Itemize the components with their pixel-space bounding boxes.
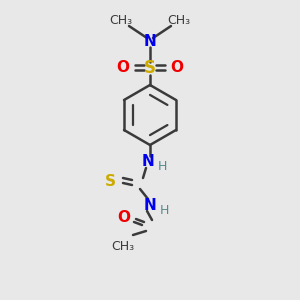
Text: S: S xyxy=(144,59,156,77)
Text: CH₃: CH₃ xyxy=(167,14,190,26)
Text: S: S xyxy=(104,173,116,188)
Text: H: H xyxy=(157,160,167,172)
Text: O: O xyxy=(170,61,184,76)
Text: CH₃: CH₃ xyxy=(111,241,135,254)
Text: O: O xyxy=(118,211,130,226)
Text: N: N xyxy=(144,197,156,212)
Text: CH₃: CH₃ xyxy=(110,14,133,26)
Text: N: N xyxy=(144,34,156,50)
Text: H: H xyxy=(159,203,169,217)
Text: O: O xyxy=(116,61,130,76)
Text: N: N xyxy=(142,154,154,169)
